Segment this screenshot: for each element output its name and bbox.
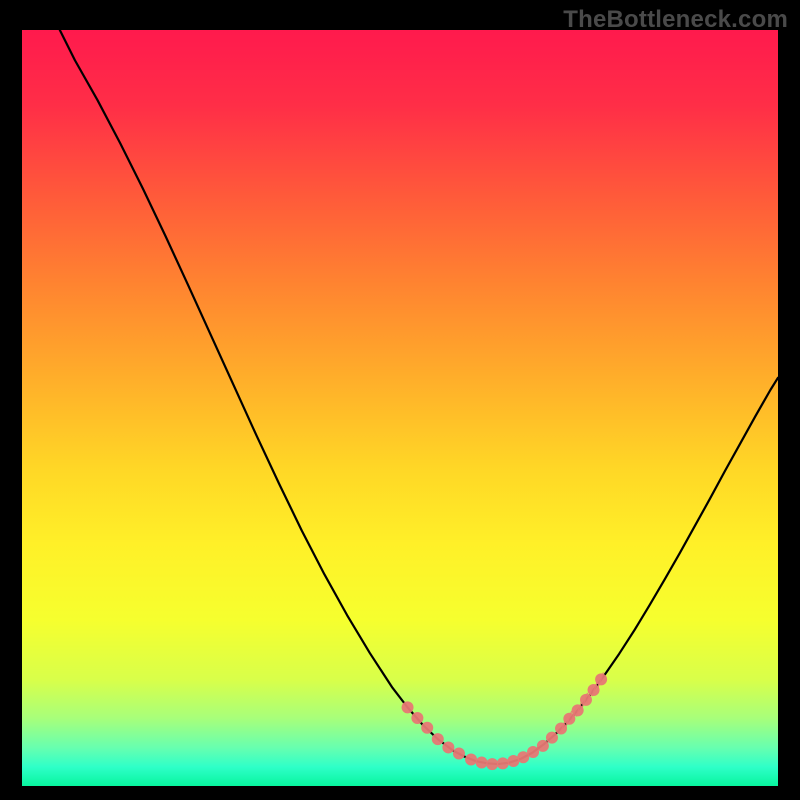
marker-dot	[486, 758, 498, 770]
marker-dot	[537, 740, 549, 752]
marker-dot	[453, 747, 465, 759]
marker-dot	[580, 694, 592, 706]
chart-svg	[22, 30, 778, 786]
marker-dot	[546, 732, 558, 744]
marker-dot	[465, 754, 477, 766]
watermark-text: TheBottleneck.com	[563, 6, 788, 34]
plot-area	[22, 30, 778, 786]
marker-dot	[442, 741, 454, 753]
marker-dot	[421, 722, 433, 734]
marker-dot	[588, 684, 600, 696]
marker-dot	[411, 712, 423, 724]
marker-dot	[497, 757, 509, 769]
marker-dot	[402, 701, 414, 713]
marker-dot	[476, 757, 488, 769]
main-curve	[60, 30, 778, 764]
marker-dot	[555, 723, 567, 735]
marker-dot	[432, 733, 444, 745]
marker-dot	[572, 704, 584, 716]
marker-dot	[595, 673, 607, 685]
